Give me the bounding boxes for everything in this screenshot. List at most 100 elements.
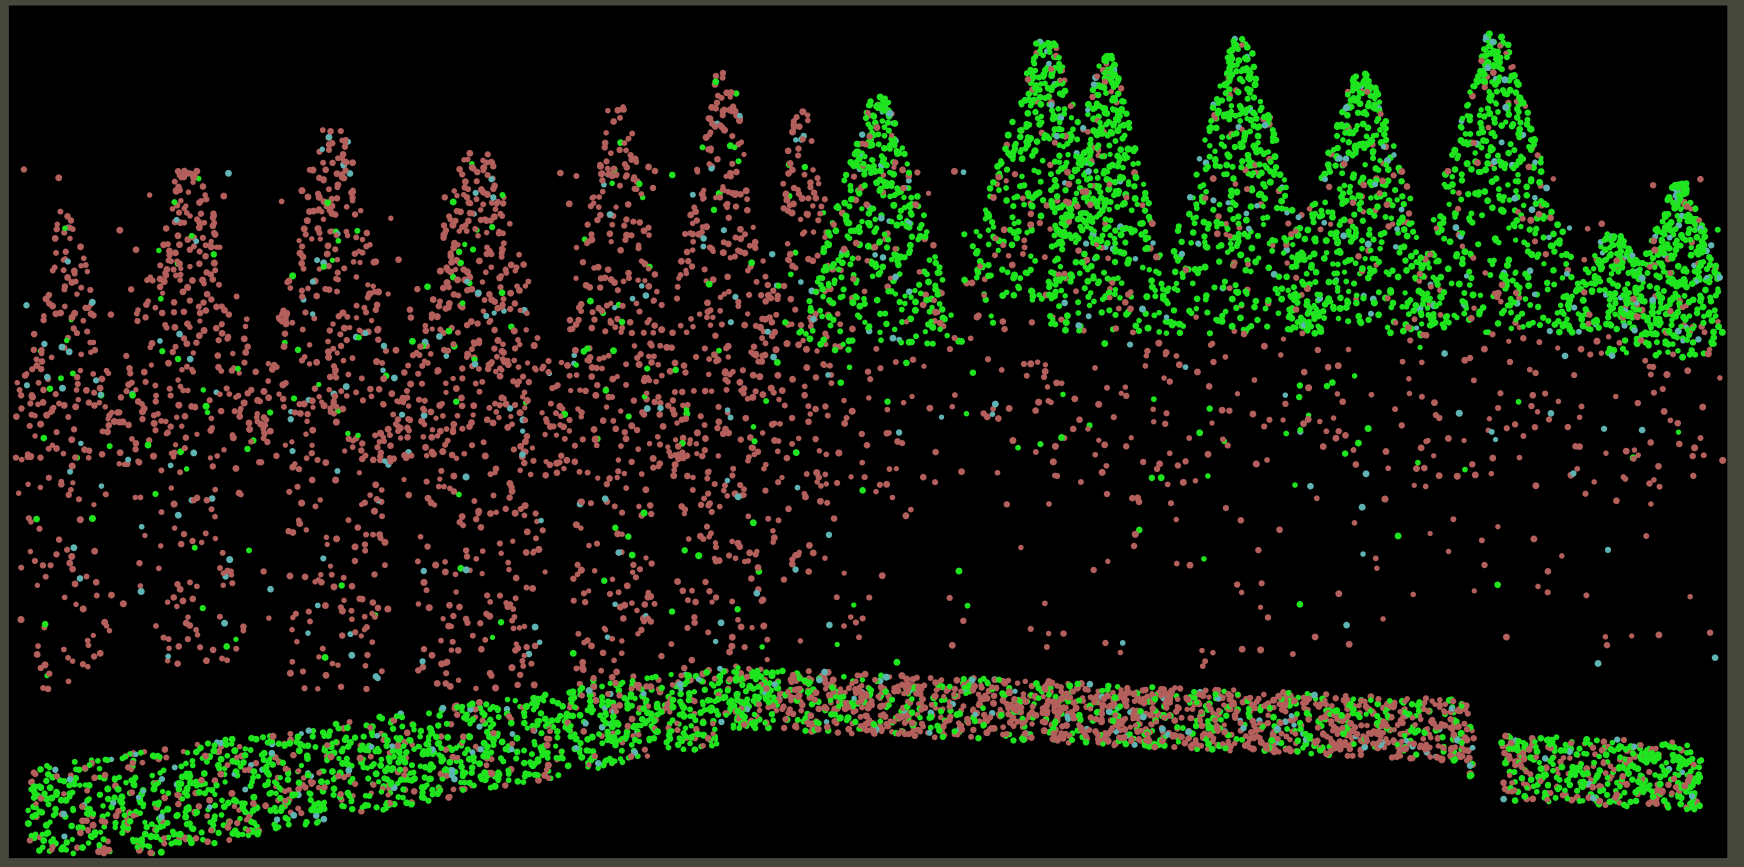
point — [608, 673, 616, 681]
point — [1042, 362, 1049, 368]
point — [348, 582, 356, 590]
point — [85, 399, 93, 406]
point — [1378, 239, 1385, 246]
point — [1543, 184, 1551, 192]
point — [1000, 226, 1008, 234]
point — [723, 89, 731, 97]
point — [739, 367, 746, 374]
point — [1351, 97, 1358, 104]
point — [1148, 283, 1156, 291]
point — [337, 331, 344, 338]
point — [1273, 204, 1281, 212]
point — [1364, 240, 1372, 248]
point — [314, 257, 321, 264]
point — [1232, 41, 1240, 49]
point — [216, 337, 222, 344]
point — [195, 332, 203, 340]
point — [150, 412, 158, 419]
point — [1067, 137, 1074, 144]
point — [659, 422, 667, 430]
point — [445, 327, 453, 335]
point — [795, 341, 803, 349]
point — [1201, 233, 1208, 240]
point — [1329, 213, 1336, 221]
point — [877, 167, 884, 175]
point — [153, 623, 159, 629]
point — [837, 328, 844, 335]
point — [712, 72, 720, 80]
point — [298, 357, 306, 364]
point — [1433, 225, 1440, 232]
point — [891, 164, 897, 170]
point — [793, 114, 800, 121]
point — [701, 435, 709, 442]
point — [224, 657, 231, 664]
point — [452, 385, 460, 393]
point — [606, 475, 613, 482]
point — [774, 448, 781, 455]
point — [226, 555, 234, 564]
point — [490, 213, 498, 221]
point — [1398, 206, 1405, 213]
point — [737, 235, 745, 243]
point — [345, 517, 352, 524]
point — [909, 356, 917, 363]
point — [1248, 244, 1256, 252]
point — [1349, 129, 1357, 137]
point — [158, 417, 165, 424]
point — [1261, 121, 1269, 129]
point — [152, 490, 159, 498]
point — [208, 296, 215, 303]
point — [286, 572, 294, 580]
point — [769, 250, 776, 258]
point — [375, 385, 383, 393]
point — [1405, 311, 1412, 318]
point — [1161, 420, 1169, 428]
point — [68, 462, 76, 470]
point — [1364, 88, 1371, 95]
point — [816, 497, 824, 505]
point — [1252, 297, 1260, 305]
point — [480, 439, 487, 446]
point — [50, 404, 57, 411]
point — [806, 298, 813, 305]
point — [579, 258, 587, 266]
point — [531, 623, 539, 631]
point — [973, 228, 980, 235]
point — [1056, 65, 1064, 72]
point — [1075, 310, 1082, 316]
point — [817, 307, 824, 314]
point — [1407, 195, 1414, 202]
point — [1275, 310, 1282, 317]
point — [631, 155, 639, 163]
point — [470, 339, 477, 345]
point — [1218, 317, 1226, 325]
point — [265, 378, 272, 384]
point — [1325, 149, 1332, 157]
point — [1077, 223, 1084, 230]
point — [473, 685, 479, 692]
point — [364, 651, 371, 659]
point — [1366, 265, 1373, 271]
point — [1220, 113, 1227, 120]
point — [1293, 257, 1301, 265]
point — [181, 412, 189, 420]
point — [37, 420, 45, 428]
point — [707, 145, 715, 152]
point — [879, 118, 886, 124]
point — [1087, 161, 1094, 167]
point — [939, 276, 946, 283]
point — [885, 127, 892, 134]
point — [681, 664, 688, 672]
point — [1048, 107, 1055, 114]
point — [415, 396, 423, 403]
point — [142, 314, 149, 321]
point — [645, 265, 652, 272]
point — [719, 430, 727, 438]
point — [447, 250, 454, 257]
point — [1222, 354, 1229, 360]
point — [638, 283, 645, 289]
point — [789, 440, 796, 447]
point — [61, 303, 68, 310]
point — [687, 230, 694, 237]
